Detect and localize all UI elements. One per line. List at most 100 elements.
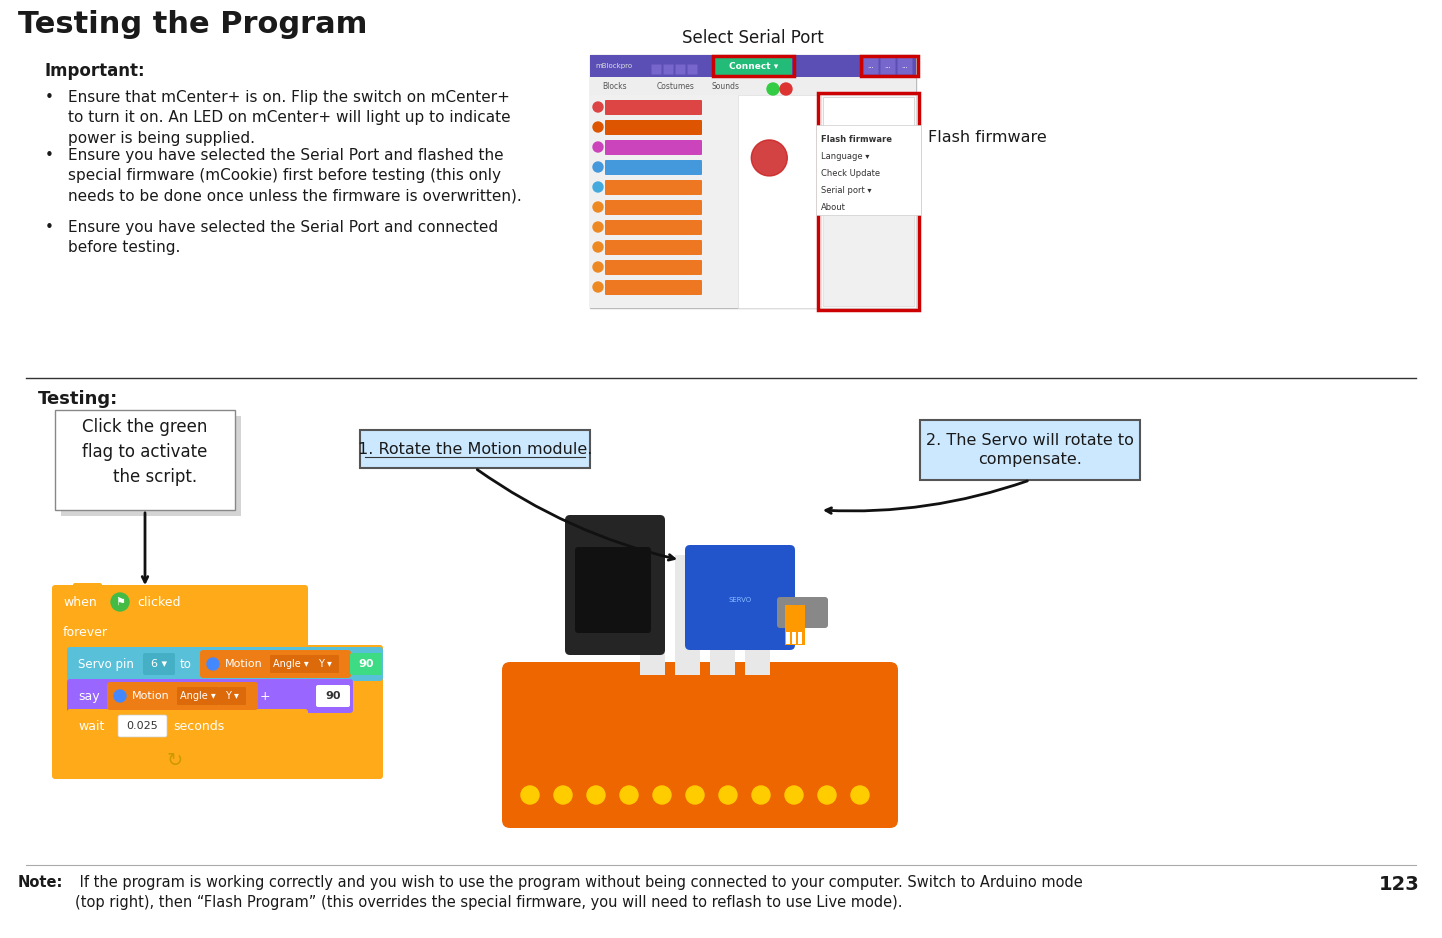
Circle shape	[593, 222, 603, 232]
FancyBboxPatch shape	[219, 687, 247, 705]
Text: 6 ▾: 6 ▾	[151, 659, 167, 669]
Text: Servo: Servo	[859, 187, 875, 191]
FancyBboxPatch shape	[143, 653, 174, 675]
Circle shape	[686, 786, 704, 804]
FancyBboxPatch shape	[606, 120, 702, 135]
Text: wait: wait	[78, 719, 104, 733]
Text: ↻: ↻	[167, 750, 183, 769]
Circle shape	[593, 142, 603, 152]
Text: Flash firmware: Flash firmware	[820, 134, 893, 144]
Circle shape	[784, 786, 803, 804]
FancyBboxPatch shape	[575, 547, 650, 633]
FancyBboxPatch shape	[823, 97, 914, 212]
FancyBboxPatch shape	[606, 180, 702, 195]
Text: when: when	[63, 596, 97, 609]
Circle shape	[593, 162, 603, 172]
Text: Select Serial Port: Select Serial Port	[682, 29, 823, 47]
Text: Ensure you have selected the Serial Port and flashed the
special firmware (mCook: Ensure you have selected the Serial Port…	[68, 148, 522, 204]
Circle shape	[593, 262, 603, 272]
Circle shape	[818, 786, 836, 804]
FancyBboxPatch shape	[864, 57, 878, 74]
FancyBboxPatch shape	[606, 200, 702, 215]
FancyBboxPatch shape	[590, 55, 916, 77]
FancyBboxPatch shape	[66, 709, 309, 743]
Text: seconds: seconds	[173, 719, 225, 733]
FancyBboxPatch shape	[606, 160, 702, 175]
FancyBboxPatch shape	[786, 632, 790, 644]
Text: Click the green
flag to activate
    the script.: Click the green flag to activate the scr…	[82, 418, 208, 486]
Text: +: +	[260, 689, 271, 703]
FancyBboxPatch shape	[823, 214, 914, 306]
FancyBboxPatch shape	[738, 95, 820, 308]
Text: mBlockpro: mBlockpro	[596, 63, 632, 69]
Circle shape	[111, 593, 128, 611]
Text: Serial port ▾: Serial port ▾	[820, 186, 871, 194]
Circle shape	[593, 282, 603, 292]
FancyBboxPatch shape	[784, 605, 805, 645]
Text: 0.025: 0.025	[125, 721, 157, 731]
Text: Blocks: Blocks	[601, 82, 627, 90]
Text: 90: 90	[326, 691, 340, 701]
FancyBboxPatch shape	[640, 555, 665, 675]
Text: +: +	[353, 658, 363, 671]
Circle shape	[521, 786, 539, 804]
FancyBboxPatch shape	[350, 653, 382, 675]
FancyBboxPatch shape	[590, 95, 738, 308]
FancyBboxPatch shape	[816, 125, 921, 215]
Text: Servo pin: Servo pin	[78, 658, 134, 671]
FancyBboxPatch shape	[200, 650, 350, 678]
FancyBboxPatch shape	[565, 515, 665, 655]
Text: Ensure that mCenter+ is on. Flip the switch on mCenter+
to turn it on. An LED on: Ensure that mCenter+ is on. Flip the swi…	[68, 90, 510, 145]
Circle shape	[593, 242, 603, 252]
Text: Testing:: Testing:	[37, 390, 118, 408]
Text: Costumes: Costumes	[658, 82, 695, 90]
Text: Motion: Motion	[133, 691, 170, 701]
FancyBboxPatch shape	[177, 687, 219, 705]
Circle shape	[593, 102, 603, 112]
Circle shape	[653, 786, 671, 804]
Text: Angle ▾: Angle ▾	[273, 659, 309, 669]
Text: •: •	[45, 220, 53, 235]
Text: say: say	[78, 689, 99, 703]
Circle shape	[720, 786, 737, 804]
Text: clicked: clicked	[137, 596, 180, 609]
FancyBboxPatch shape	[66, 679, 353, 713]
Text: Sounds: Sounds	[712, 82, 740, 90]
Text: •: •	[45, 90, 53, 105]
Text: About: About	[820, 203, 846, 211]
FancyBboxPatch shape	[52, 615, 309, 649]
Text: 123: 123	[1379, 875, 1420, 894]
FancyBboxPatch shape	[311, 655, 339, 673]
FancyBboxPatch shape	[746, 555, 770, 675]
Text: ⚑: ⚑	[115, 597, 125, 607]
FancyBboxPatch shape	[270, 655, 311, 673]
FancyBboxPatch shape	[52, 645, 384, 779]
FancyBboxPatch shape	[792, 632, 796, 644]
FancyBboxPatch shape	[606, 260, 702, 275]
FancyBboxPatch shape	[66, 647, 384, 681]
FancyBboxPatch shape	[52, 585, 309, 619]
FancyBboxPatch shape	[55, 410, 235, 510]
FancyBboxPatch shape	[590, 55, 916, 308]
Text: ...: ...	[868, 63, 874, 69]
Text: Important:: Important:	[45, 62, 146, 80]
FancyBboxPatch shape	[920, 420, 1141, 480]
Text: 90: 90	[358, 659, 373, 669]
FancyBboxPatch shape	[709, 555, 735, 675]
FancyBboxPatch shape	[74, 583, 102, 595]
FancyBboxPatch shape	[820, 95, 916, 308]
Circle shape	[593, 202, 603, 212]
FancyBboxPatch shape	[360, 430, 590, 468]
Text: Motion: Motion	[225, 659, 262, 669]
Text: Connect ▾: Connect ▾	[728, 62, 779, 70]
Text: Check Update: Check Update	[820, 169, 880, 177]
FancyBboxPatch shape	[606, 220, 702, 235]
FancyBboxPatch shape	[606, 280, 702, 295]
Circle shape	[554, 786, 572, 804]
Text: 2. The Servo will rotate to
compensate.: 2. The Servo will rotate to compensate.	[926, 432, 1133, 467]
Text: Y ▾: Y ▾	[319, 659, 332, 669]
FancyBboxPatch shape	[61, 416, 241, 516]
Text: Testing the Program: Testing the Program	[17, 10, 368, 39]
FancyBboxPatch shape	[897, 57, 913, 74]
Text: ...: ...	[884, 63, 891, 69]
